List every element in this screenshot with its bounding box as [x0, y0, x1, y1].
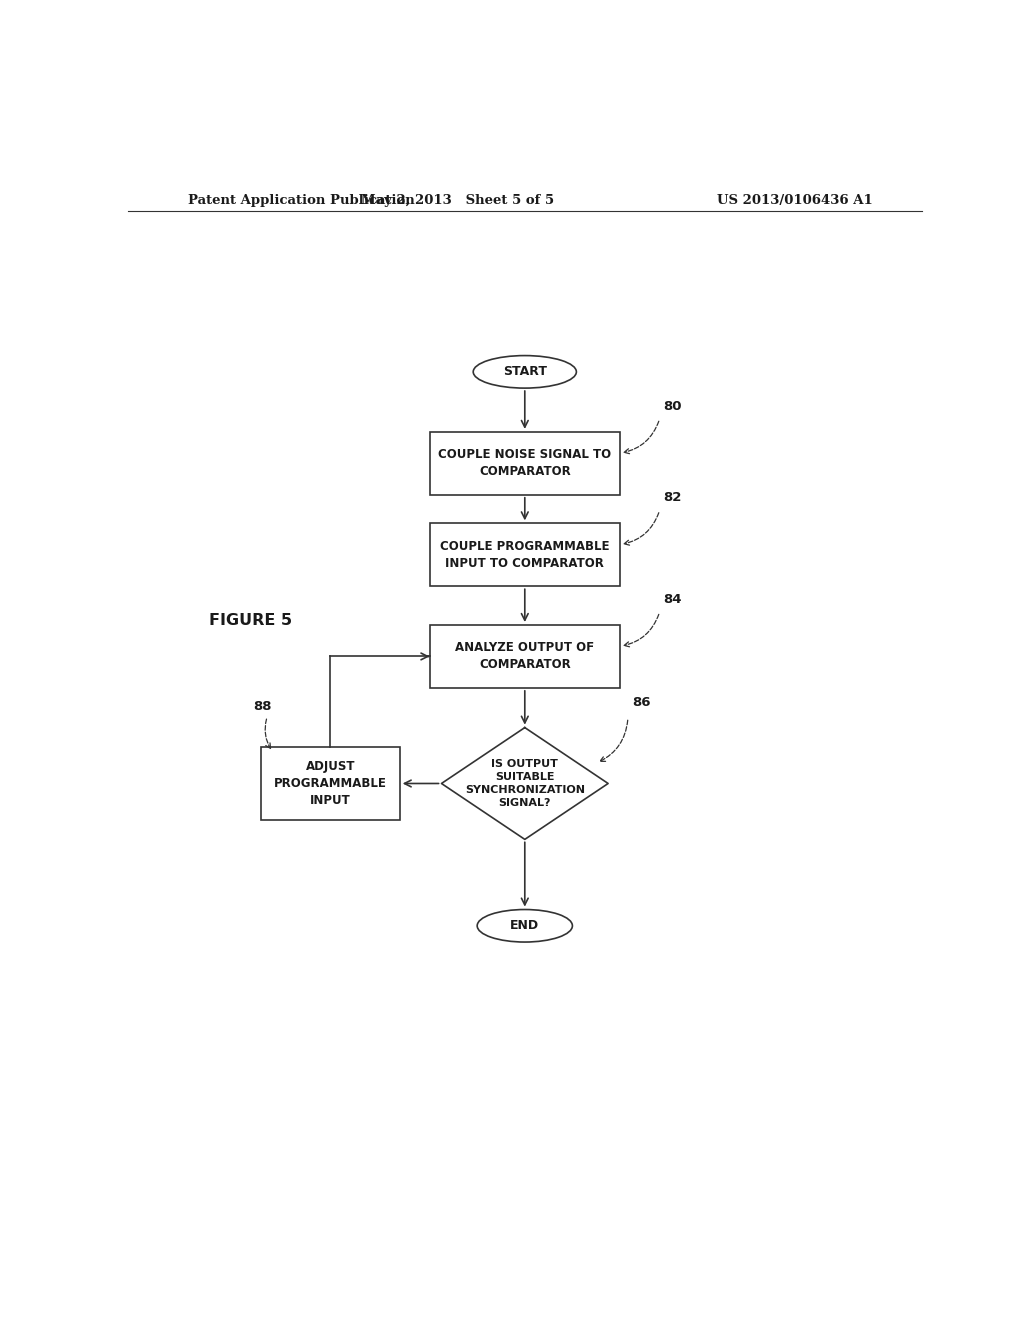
Bar [261, 747, 399, 820]
Text: START: START [503, 366, 547, 379]
Text: ADJUST
PROGRAMMABLE
INPUT: ADJUST PROGRAMMABLE INPUT [274, 760, 387, 807]
Text: Patent Application Publication: Patent Application Publication [187, 194, 415, 206]
Bar [430, 624, 621, 688]
Text: IS OUTPUT
SUITABLE
SYNCHRONIZATION
SIGNAL?: IS OUTPUT SUITABLE SYNCHRONIZATION SIGNA… [465, 759, 585, 808]
Text: 82: 82 [664, 491, 682, 504]
Bar [430, 432, 621, 495]
Text: COUPLE PROGRAMMABLE
INPUT TO COMPARATOR: COUPLE PROGRAMMABLE INPUT TO COMPARATOR [440, 540, 609, 570]
Text: May 2, 2013   Sheet 5 of 5: May 2, 2013 Sheet 5 of 5 [360, 194, 554, 206]
Text: US 2013/0106436 A1: US 2013/0106436 A1 [717, 194, 872, 206]
Ellipse shape [473, 355, 577, 388]
Bar [430, 523, 621, 586]
Text: ANALYZE OUTPUT OF
COMPARATOR: ANALYZE OUTPUT OF COMPARATOR [456, 642, 594, 672]
Text: COUPLE NOISE SIGNAL TO
COMPARATOR: COUPLE NOISE SIGNAL TO COMPARATOR [438, 449, 611, 478]
Text: 80: 80 [664, 400, 682, 413]
Text: 86: 86 [632, 696, 650, 709]
Text: END: END [510, 919, 540, 932]
Polygon shape [441, 727, 608, 840]
Text: 88: 88 [253, 700, 271, 713]
Ellipse shape [477, 909, 572, 942]
Text: FIGURE 5: FIGURE 5 [210, 614, 293, 628]
Text: 84: 84 [664, 593, 682, 606]
